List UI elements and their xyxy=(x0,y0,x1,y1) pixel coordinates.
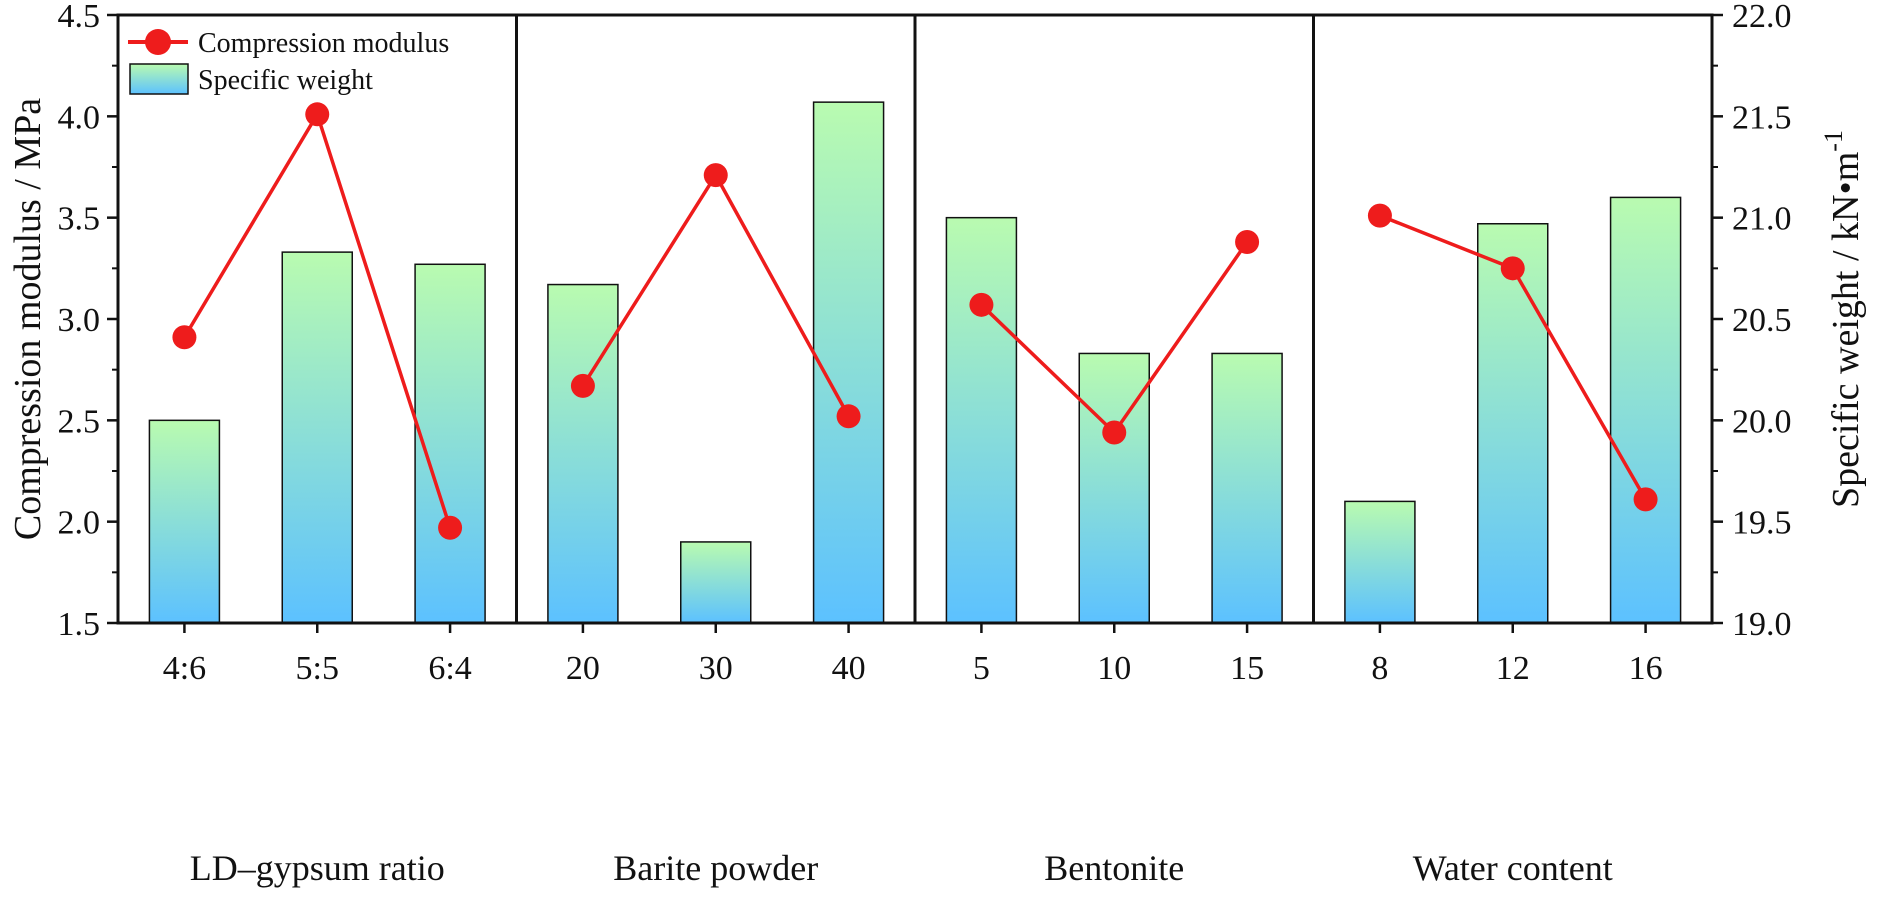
right-axis-ticks: 19.0 19.5 20.0 20.5 21.0 21.5 22.0 xyxy=(1712,0,1792,643)
right-tick-label-20.5: 20.5 xyxy=(1732,302,1792,339)
bar-specific-weight-6:4 xyxy=(414,263,486,624)
x-tick-label-15: 15 xyxy=(1230,650,1264,687)
x-tick-label-5:5: 5:5 xyxy=(296,650,339,687)
bar-specific-weight-8 xyxy=(1344,500,1416,624)
left-tick-label-2.5: 2.5 xyxy=(58,403,101,440)
left-axis-ticks: 1.5 2.0 2.5 3.0 3.5 4.0 4.5 xyxy=(58,0,118,643)
left-tick-label-3.0: 3.0 xyxy=(58,302,101,339)
point-compression-modulus-4:6 xyxy=(172,325,197,350)
x-tick-label-40: 40 xyxy=(832,650,866,687)
point-compression-modulus-6:4 xyxy=(438,515,463,540)
x-tick-label-5: 5 xyxy=(973,650,990,687)
bar-specific-weight-16 xyxy=(1609,196,1682,624)
group-label-1: LD–gypsum ratio xyxy=(190,848,445,888)
point-compression-modulus-30 xyxy=(703,163,728,188)
left-tick-label-4.0: 4.0 xyxy=(58,99,101,136)
left-tick-label-1.5: 1.5 xyxy=(58,606,101,643)
group-label-4: Water content xyxy=(1413,848,1613,888)
right-axis-title: Specific weight / kN•m-1 xyxy=(1819,130,1867,508)
x-tick-label-6:4: 6:4 xyxy=(428,650,471,687)
bar-series-specific-weight xyxy=(148,101,1682,624)
right-tick-label-20.0: 20.0 xyxy=(1732,403,1792,440)
line-series-compression-modulus xyxy=(172,102,1658,540)
x-tick-label-30: 30 xyxy=(699,650,733,687)
x-tick-label-16: 16 xyxy=(1629,650,1663,687)
group-labels: LD–gypsum ratio Barite powder Bentonite Wat… xyxy=(190,848,1613,888)
bar-specific-weight-30 xyxy=(680,541,752,624)
point-compression-modulus-15 xyxy=(1235,229,1260,254)
right-tick-label-19.0: 19.0 xyxy=(1732,606,1792,643)
left-tick-label-2.0: 2.0 xyxy=(58,505,101,542)
bar-specific-weight-20 xyxy=(547,283,619,624)
bar-specific-weight-15 xyxy=(1211,352,1283,624)
right-tick-label-19.5: 19.5 xyxy=(1732,505,1792,542)
legend-marker-swatch xyxy=(145,29,171,55)
bar-specific-weight-10 xyxy=(1078,352,1150,624)
x-tick-label-4:6: 4:6 xyxy=(163,650,206,687)
point-compression-modulus-16 xyxy=(1633,487,1658,512)
group-label-3: Bentonite xyxy=(1044,848,1184,888)
x-tick-label-20: 20 xyxy=(566,650,600,687)
left-axis-title: Compression modulus / MPa xyxy=(7,98,49,540)
bar-specific-weight-5:5 xyxy=(281,251,353,624)
point-compression-modulus-10 xyxy=(1102,420,1127,445)
right-tick-label-21.0: 21.0 xyxy=(1732,201,1792,238)
right-tick-label-21.5: 21.5 xyxy=(1732,99,1792,136)
bar-specific-weight-4:6 xyxy=(148,419,221,624)
bar-specific-weight-5 xyxy=(945,216,1018,624)
right-axis-title-superscript: -1 xyxy=(1819,130,1848,152)
point-compression-modulus-5 xyxy=(969,292,994,317)
left-tick-label-4.5: 4.5 xyxy=(58,0,101,35)
left-tick-label-3.5: 3.5 xyxy=(58,201,101,238)
bar-specific-weight-40 xyxy=(812,101,885,624)
x-axis-ticks: 4:6 5:5 6:4 20 30 40 5 10 15 8 12 16 xyxy=(163,623,1663,687)
x-tick-label-10: 10 xyxy=(1097,650,1131,687)
line-segment-group-2 xyxy=(581,171,851,418)
group-label-2: Barite powder xyxy=(613,848,818,888)
x-tick-label-12: 12 xyxy=(1496,650,1530,687)
legend: Compression modulus Specific weight xyxy=(128,28,449,96)
x-tick-label-8: 8 xyxy=(1371,650,1388,687)
right-tick-label-22.0: 22.0 xyxy=(1732,0,1792,35)
group-separators xyxy=(515,15,1315,623)
point-compression-modulus-40 xyxy=(836,404,861,429)
point-compression-modulus-12 xyxy=(1500,256,1525,281)
point-compression-modulus-20 xyxy=(570,373,595,398)
legend-label-specific-weight: Specific weight xyxy=(198,65,373,96)
right-axis-title-main: Specific weight / kN•m xyxy=(1825,152,1867,508)
bar-specific-weight-12 xyxy=(1477,222,1549,624)
legend-bar-swatch xyxy=(129,63,189,95)
point-compression-modulus-8 xyxy=(1367,203,1392,228)
legend-label-compression-modulus: Compression modulus xyxy=(198,28,449,59)
point-compression-modulus-5:5 xyxy=(305,102,330,127)
